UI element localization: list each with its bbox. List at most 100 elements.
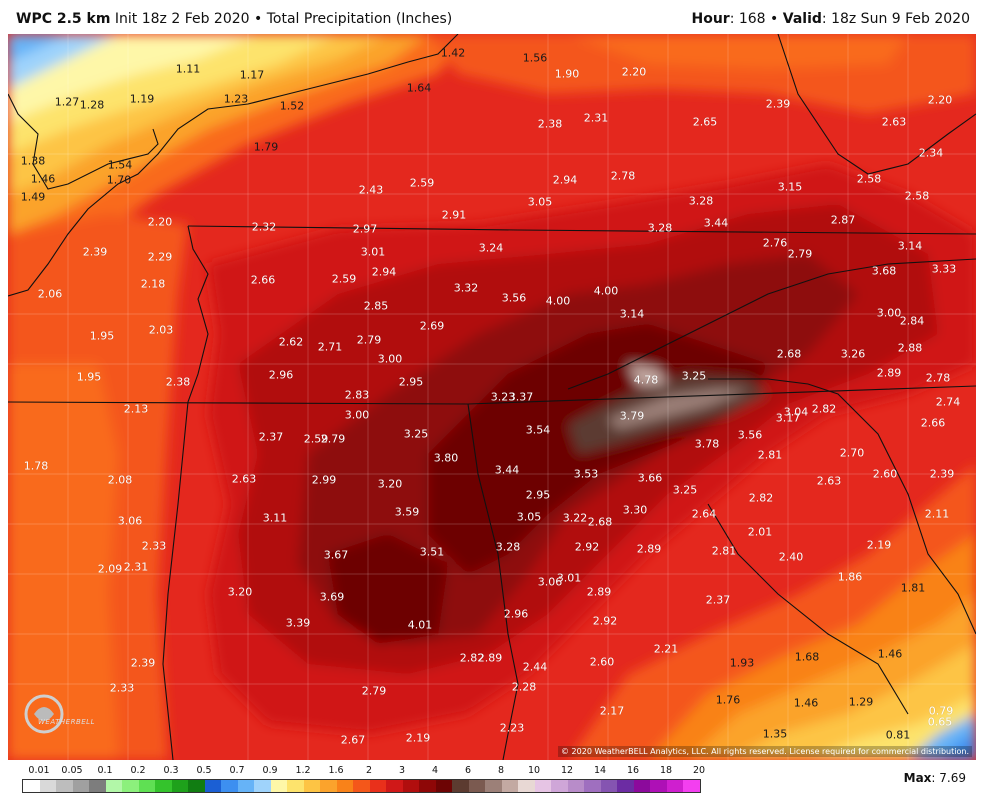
precip-value-label: 2.71	[317, 340, 343, 354]
precip-value-label: 2.82	[811, 402, 837, 416]
precip-value-label: 3.44	[494, 463, 520, 477]
precip-value-label: 3.24	[478, 241, 504, 255]
color-scale-swatch	[666, 780, 683, 792]
precip-value-label: 2.37	[258, 430, 284, 444]
precip-value-label: 2.65	[692, 115, 718, 129]
precip-value-label: 2.39	[929, 467, 955, 481]
precip-value-label: 1.54	[107, 158, 133, 172]
weatherbell-logo	[22, 690, 86, 738]
precip-value-label: 3.00	[377, 352, 403, 366]
color-scale-tick-label: 14	[593, 765, 607, 776]
precip-value-label: 1.17	[239, 68, 265, 82]
color-scale-tick-label: 2	[365, 765, 373, 776]
color-scale-tick-label: 18	[659, 765, 673, 776]
precip-value-label: 4.00	[545, 294, 571, 308]
precip-value-label: 2.39	[82, 245, 108, 259]
header-title: WPC 2.5 km Init 18z 2 Feb 2020 • Total P…	[16, 11, 452, 27]
precip-value-label: 3.14	[897, 239, 923, 253]
precip-value-label: 4.00	[593, 284, 619, 298]
precip-value-label: 1.56	[522, 51, 548, 65]
precip-value-label: 2.58	[904, 189, 930, 203]
precip-value-label: 2.67	[340, 733, 366, 747]
color-scale-swatch	[188, 780, 205, 792]
precip-value-label: 2.99	[311, 473, 337, 487]
precip-value-label: 2.33	[141, 539, 167, 553]
precip-value-label: 1.29	[848, 695, 874, 709]
precip-value-label: 2.03	[148, 323, 174, 337]
precip-value-label: 2.66	[250, 273, 276, 287]
color-scale-swatch	[369, 780, 386, 792]
precip-value-label: 1.93	[729, 656, 755, 670]
precip-value-label: 3.30	[622, 503, 648, 517]
color-scale-swatch	[221, 780, 238, 792]
precip-value-label: 2.89	[636, 542, 662, 556]
precip-value-label: 1.76	[715, 693, 741, 707]
valid-label: Valid	[782, 11, 822, 27]
color-scale-swatch	[105, 780, 122, 792]
copyright-notice: © 2020 WeatherBELL Analytics, LLC. All r…	[558, 746, 972, 757]
precip-value-label: 2.84	[899, 314, 925, 328]
precip-value-label: 2.59	[331, 272, 357, 286]
precip-value-label: 2.20	[927, 93, 953, 107]
precip-value-label: 3.00	[876, 306, 902, 320]
precip-value-label: 3.01	[556, 571, 582, 585]
precip-value-label: 2.78	[925, 371, 951, 385]
precip-value-label: 3.44	[703, 216, 729, 230]
precipitation-map: WEATHERBELL 1.42 1.56 1.90 2.20 2.20 1.11 1.17…	[8, 34, 976, 760]
precip-value-label: 2.44	[522, 660, 548, 674]
precip-value-label: 2.95	[525, 488, 551, 502]
precip-value-label: 1.70	[106, 173, 132, 187]
weatherbell-logo-text: WEATHERBELL	[38, 718, 95, 726]
precip-value-label: 3.66	[637, 471, 663, 485]
color-scale-tick-label: 20	[692, 765, 706, 776]
color-scale-tick-label: 10	[527, 765, 541, 776]
color-scale-swatch	[386, 780, 403, 792]
color-scale-swatch	[452, 780, 469, 792]
color-scale-swatch	[287, 780, 304, 792]
precip-value-label: 2.69	[419, 319, 445, 333]
precip-value-label: 2.31	[123, 560, 149, 574]
precip-value-label: 4.01	[407, 618, 433, 632]
precip-value-label: 2.78	[610, 169, 636, 183]
precip-value-label: 3.54	[525, 423, 551, 437]
precip-value-label: 2.28	[511, 680, 537, 694]
precip-value-label: 2.83	[344, 388, 370, 402]
precip-value-label: 2.81	[757, 448, 783, 462]
precip-value-label: 3.39	[285, 616, 311, 630]
precip-value-label: 2.09	[97, 562, 123, 576]
precip-value-label: 3.33	[931, 262, 957, 276]
precip-value-label: 2.92	[592, 614, 618, 628]
map-header: WPC 2.5 km Init 18z 2 Feb 2020 • Total P…	[0, 0, 984, 34]
color-scale-tick-label: 0.5	[196, 765, 212, 776]
precip-value-label: 2.89	[876, 366, 902, 380]
precip-value-label: 2.38	[537, 117, 563, 131]
precip-value-label: 2.85	[363, 299, 389, 313]
color-scale-swatch	[56, 780, 73, 792]
color-scale-swatch	[155, 780, 172, 792]
precip-value-label: 3.67	[323, 548, 349, 562]
precip-value-label: 2.40	[778, 550, 804, 564]
color-scale-swatch	[23, 780, 40, 792]
color-scale-tick-label: 0.01	[28, 765, 50, 776]
precip-value-label: 2.92	[574, 540, 600, 554]
precip-value-label: 1.95	[76, 370, 102, 384]
precip-value-label: 3.04	[783, 405, 809, 419]
color-scale-swatch	[683, 780, 700, 792]
precip-value-label: 2.13	[123, 402, 149, 416]
precip-value-label: 2.63	[231, 472, 257, 486]
color-scale-swatch	[39, 780, 56, 792]
color-scale-swatch	[584, 780, 601, 792]
color-scale-swatch	[402, 780, 419, 792]
precip-value-label: 3.05	[527, 195, 553, 209]
precip-value-label: 2.23	[499, 721, 525, 735]
precip-value-label: 3.28	[688, 194, 714, 208]
precip-value-label: 2.91	[441, 208, 467, 222]
precip-value-label: 2.60	[589, 655, 615, 669]
precip-value-label: 2.95	[398, 375, 424, 389]
precip-value-label: 4.78	[633, 373, 659, 387]
bullet-separator: •	[770, 11, 779, 27]
precip-value-label: 0.65	[927, 715, 953, 729]
precip-value-label: 3.56	[737, 428, 763, 442]
color-scale-tick-label: 3	[398, 765, 406, 776]
precip-value-label: 3.20	[227, 585, 253, 599]
